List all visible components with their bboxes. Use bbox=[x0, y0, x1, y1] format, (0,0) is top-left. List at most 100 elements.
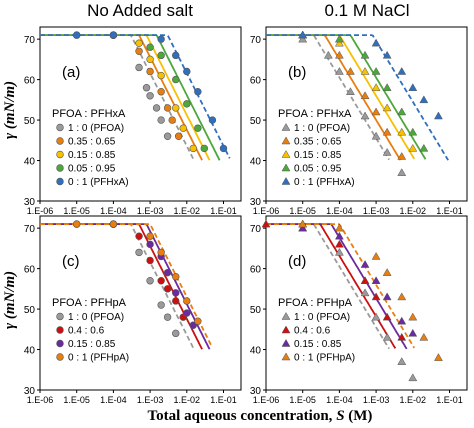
y-tick-label: 30 bbox=[24, 197, 36, 208]
y-tick-label: 50 bbox=[250, 116, 262, 127]
data-point bbox=[146, 240, 154, 249]
data-point bbox=[397, 67, 407, 75]
data-point bbox=[419, 332, 429, 341]
data-point bbox=[163, 104, 172, 112]
data-point bbox=[146, 92, 154, 100]
data-point bbox=[397, 107, 407, 116]
data-point bbox=[157, 277, 165, 285]
x-axis-label: Total aqueous concentration, S (M) bbox=[148, 408, 373, 424]
y-tick-label: 60 bbox=[250, 76, 262, 87]
series-line bbox=[266, 223, 408, 350]
legend-marker bbox=[281, 325, 291, 334]
x-tick-label: 1.E-01 bbox=[210, 395, 237, 405]
data-point bbox=[172, 289, 180, 297]
data-point bbox=[334, 50, 344, 59]
data-point bbox=[109, 220, 118, 228]
data-point bbox=[157, 35, 165, 43]
legend-label: 0.15 : 0.85 bbox=[68, 339, 116, 350]
data-point bbox=[194, 124, 202, 132]
data-point bbox=[360, 67, 370, 75]
data-point bbox=[371, 251, 381, 260]
data-point bbox=[434, 111, 443, 120]
data-point bbox=[172, 51, 180, 60]
x-tick-label: 1.E-05 bbox=[63, 395, 90, 405]
legend-label: 0.4 : 0.6 bbox=[68, 326, 105, 337]
series-line bbox=[266, 34, 449, 161]
data-point bbox=[397, 127, 407, 136]
data-point bbox=[371, 131, 381, 140]
legend-marker bbox=[281, 352, 291, 361]
data-point bbox=[208, 116, 217, 124]
x-tick-label: 1.E-02 bbox=[174, 206, 201, 216]
data-point bbox=[323, 50, 333, 59]
data-point bbox=[346, 87, 355, 95]
data-point bbox=[408, 143, 418, 152]
data-point bbox=[408, 312, 418, 321]
legend-label: 1 : 0 (PFOA) bbox=[68, 123, 124, 134]
data-point bbox=[135, 39, 143, 47]
data-point bbox=[163, 285, 172, 293]
y-tick-label: 30 bbox=[250, 197, 262, 208]
panel-label: (b) bbox=[288, 64, 306, 81]
x-tick-label: 1.E-05 bbox=[63, 206, 90, 216]
x-tick-label: 1.E-06 bbox=[27, 395, 54, 405]
y-tick-label: 50 bbox=[250, 305, 262, 316]
data-point bbox=[194, 88, 202, 96]
legend-label: 0 : 1 (PFHxA) bbox=[294, 177, 355, 188]
data-point bbox=[163, 132, 172, 140]
x-tick-label: 1.E-03 bbox=[137, 395, 164, 405]
legend-marker bbox=[281, 136, 291, 145]
data-point bbox=[360, 91, 370, 100]
x-tick-label: 1.E-02 bbox=[400, 395, 427, 405]
y-tick-label: 60 bbox=[24, 76, 36, 87]
data-point bbox=[152, 104, 161, 112]
data-point bbox=[189, 144, 197, 153]
data-point bbox=[183, 67, 191, 76]
data-point bbox=[397, 292, 407, 301]
legend-label: 0 : 1 (PFHxA) bbox=[68, 177, 129, 188]
x-tick-label: 1.E-01 bbox=[210, 206, 237, 216]
y-tick-label: 30 bbox=[250, 386, 262, 397]
data-point bbox=[146, 55, 154, 64]
legend-marker bbox=[56, 326, 64, 334]
y-tick-label: 50 bbox=[24, 305, 36, 316]
legend-label: 0 : 1 (PFHpA) bbox=[294, 353, 355, 364]
data-point bbox=[419, 95, 429, 104]
x-tick-label: 1.E-06 bbox=[253, 395, 280, 405]
legend-label: 0 : 1 (PFHpA) bbox=[68, 353, 129, 364]
data-point bbox=[146, 256, 154, 265]
data-point bbox=[408, 373, 418, 382]
x-tick-label: 1.E-03 bbox=[137, 206, 164, 216]
legend-label: 0.4 : 0.6 bbox=[294, 326, 331, 337]
data-point bbox=[157, 71, 165, 80]
data-point bbox=[360, 111, 370, 120]
legend-marker bbox=[56, 177, 64, 186]
data-point bbox=[72, 220, 81, 228]
panel-label: (d) bbox=[288, 253, 306, 270]
legend-label: 0.05 : 0.95 bbox=[68, 164, 116, 175]
data-point bbox=[346, 67, 355, 75]
data-point bbox=[174, 132, 183, 140]
data-point bbox=[434, 353, 443, 361]
data-point bbox=[360, 276, 370, 284]
x-axis-label-unit: (M) bbox=[345, 408, 373, 424]
legend-marker bbox=[281, 163, 291, 172]
data-point bbox=[194, 317, 202, 325]
data-point bbox=[397, 151, 407, 160]
data-point bbox=[200, 144, 209, 153]
panel-3: 30 40 50 60 70 1.E-06 1.E-05 1.E-04 1.E-03 1.E-02… bbox=[250, 215, 468, 405]
x-tick-label: 1.E-01 bbox=[436, 206, 463, 216]
legend-marker bbox=[56, 150, 64, 159]
data-point bbox=[360, 260, 370, 268]
x-tick-label: 1.E-05 bbox=[289, 206, 316, 216]
legend-marker bbox=[281, 311, 291, 320]
x-tick-label: 1.E-03 bbox=[363, 395, 390, 405]
data-point bbox=[172, 297, 180, 305]
x-tick-label: 1.E-04 bbox=[326, 395, 353, 405]
y-tick-label: 40 bbox=[250, 346, 262, 357]
y-tick-label: 70 bbox=[24, 35, 36, 46]
data-point bbox=[179, 124, 187, 132]
x-tick-label: 1.E-06 bbox=[27, 206, 54, 216]
legend-title: PFOA : PFHpA bbox=[278, 297, 353, 309]
data-point bbox=[135, 47, 143, 55]
